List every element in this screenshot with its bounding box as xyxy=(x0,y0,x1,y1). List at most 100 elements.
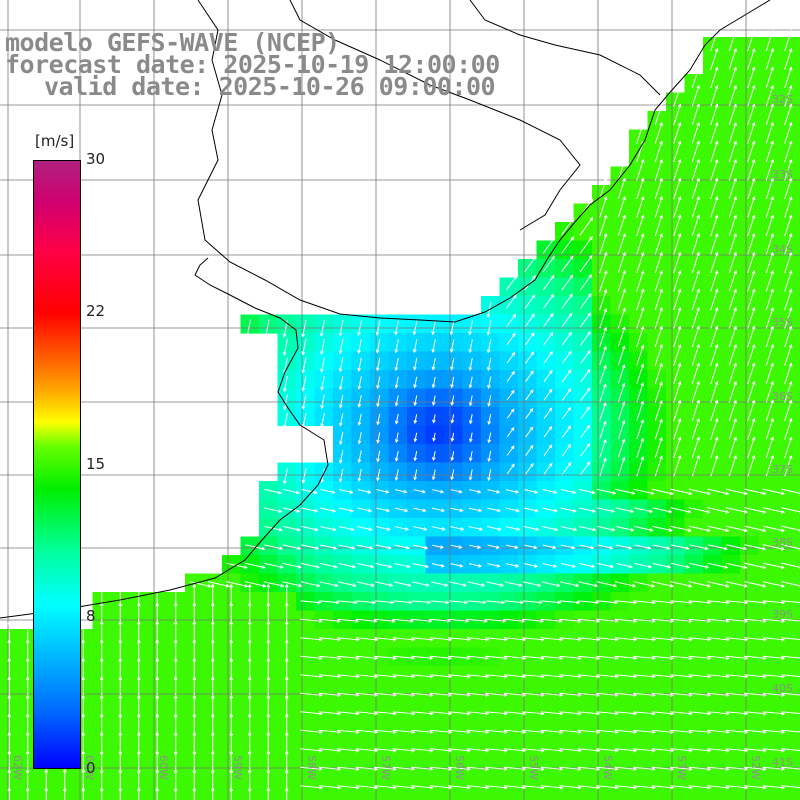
wind-arrow xyxy=(673,436,682,459)
wind-arrow xyxy=(413,395,418,407)
wind-arrow xyxy=(155,787,160,800)
wind-arrow xyxy=(691,103,700,126)
wind-arrow xyxy=(301,468,307,484)
wind-arrow xyxy=(728,195,737,218)
wind-arrow xyxy=(559,655,582,660)
wind-arrow xyxy=(654,269,663,292)
wind-arrow xyxy=(263,581,285,588)
wind-cell xyxy=(795,795,800,800)
wind-arrow xyxy=(339,489,354,494)
wind-arrow xyxy=(633,637,656,642)
wind-arrow xyxy=(468,507,483,513)
wind-arrow xyxy=(651,748,675,753)
wind-arrow xyxy=(762,544,785,551)
wind-arrow xyxy=(784,269,793,292)
wind-arrow xyxy=(247,787,252,800)
wind-arrow xyxy=(448,766,471,771)
wind-arrow xyxy=(337,711,360,716)
wind-arrow xyxy=(617,419,626,440)
wind-arrow xyxy=(673,103,682,126)
wind-arrow xyxy=(432,489,445,494)
wind-arrow xyxy=(781,637,800,641)
wind-arrow xyxy=(355,637,379,642)
wind-arrow xyxy=(707,655,730,660)
wind-arrow xyxy=(374,729,397,734)
wind-arrow xyxy=(747,66,756,89)
wind-cell xyxy=(388,795,408,800)
wind-cell xyxy=(795,55,800,75)
wind-arrow xyxy=(487,563,501,568)
wind-arrow xyxy=(394,339,399,354)
wind-arrow xyxy=(747,417,756,440)
wind-arrow xyxy=(449,581,467,587)
wind-arrow xyxy=(673,417,682,440)
wind-arrow xyxy=(617,345,626,366)
wind-arrow xyxy=(450,563,464,568)
wind-arrow xyxy=(651,655,675,660)
wind-arrow xyxy=(596,748,619,753)
wind-arrow xyxy=(357,450,362,464)
wind-arrow xyxy=(652,507,673,514)
wind-arrow xyxy=(688,507,711,514)
wind-cell xyxy=(795,370,800,390)
wind-arrow xyxy=(300,748,323,753)
wind-arrow xyxy=(413,469,418,481)
model-title: modelo GEFS-WAVE (NCEP) xyxy=(5,28,340,57)
wind-arrow xyxy=(614,748,638,753)
wind-arrow xyxy=(338,338,344,355)
wind-arrow xyxy=(728,140,737,163)
wind-arrow xyxy=(431,339,436,353)
wind-arrow xyxy=(468,450,473,462)
wind-arrow xyxy=(485,729,508,734)
colorbar-tick-30: 30 xyxy=(86,150,106,168)
wind-arrow xyxy=(337,785,360,790)
wind-arrow xyxy=(282,338,289,357)
wind-arrow xyxy=(561,255,574,273)
wind-arrow xyxy=(282,525,301,532)
wind-arrow xyxy=(522,637,545,642)
wind-arrow xyxy=(559,785,582,790)
wind-arrow xyxy=(614,600,638,605)
wind-arrow xyxy=(559,766,582,771)
wind-arrow xyxy=(673,343,682,366)
wind-arrow xyxy=(431,320,436,336)
wind-arrow xyxy=(561,312,573,328)
wind-arrow xyxy=(374,655,397,660)
wind-arrow xyxy=(450,414,455,424)
wind-arrow xyxy=(468,339,473,354)
wind-arrow xyxy=(357,489,372,494)
wind-arrow xyxy=(580,312,592,328)
wind-arrow xyxy=(561,236,574,254)
wind-arrow xyxy=(599,438,607,458)
wind-arrow xyxy=(486,526,502,531)
wind-arrow xyxy=(670,711,693,716)
wind-arrow xyxy=(577,618,601,623)
wind-arrow xyxy=(524,294,536,309)
wind-arrow xyxy=(762,766,786,771)
wind-arrow xyxy=(577,766,601,771)
wind-arrow xyxy=(355,748,379,753)
wind-arrow xyxy=(374,600,395,605)
wind-arrow xyxy=(468,376,473,389)
wind-arrow xyxy=(524,489,539,494)
wind-arrow xyxy=(524,563,539,568)
wind-arrow xyxy=(543,425,553,438)
wind-arrow xyxy=(673,269,682,292)
wind-arrow xyxy=(505,489,520,494)
wind-arrow xyxy=(673,195,682,218)
wind-arrow xyxy=(578,600,600,605)
wind-arrow xyxy=(355,766,379,771)
wind-arrow xyxy=(688,692,712,697)
wind-arrow xyxy=(300,785,323,790)
wind-arrow xyxy=(654,195,663,218)
wind-arrow xyxy=(762,581,785,588)
wind-arrow xyxy=(654,103,663,126)
wind-arrow xyxy=(744,525,767,533)
longitude-label: 52W xyxy=(749,755,762,780)
wind-arrow xyxy=(393,618,415,623)
wind-cell xyxy=(795,92,800,112)
wind-cell xyxy=(314,795,334,800)
wind-cell xyxy=(795,703,800,723)
wind-cell xyxy=(795,148,800,168)
longitude-label: 58W xyxy=(305,755,318,780)
